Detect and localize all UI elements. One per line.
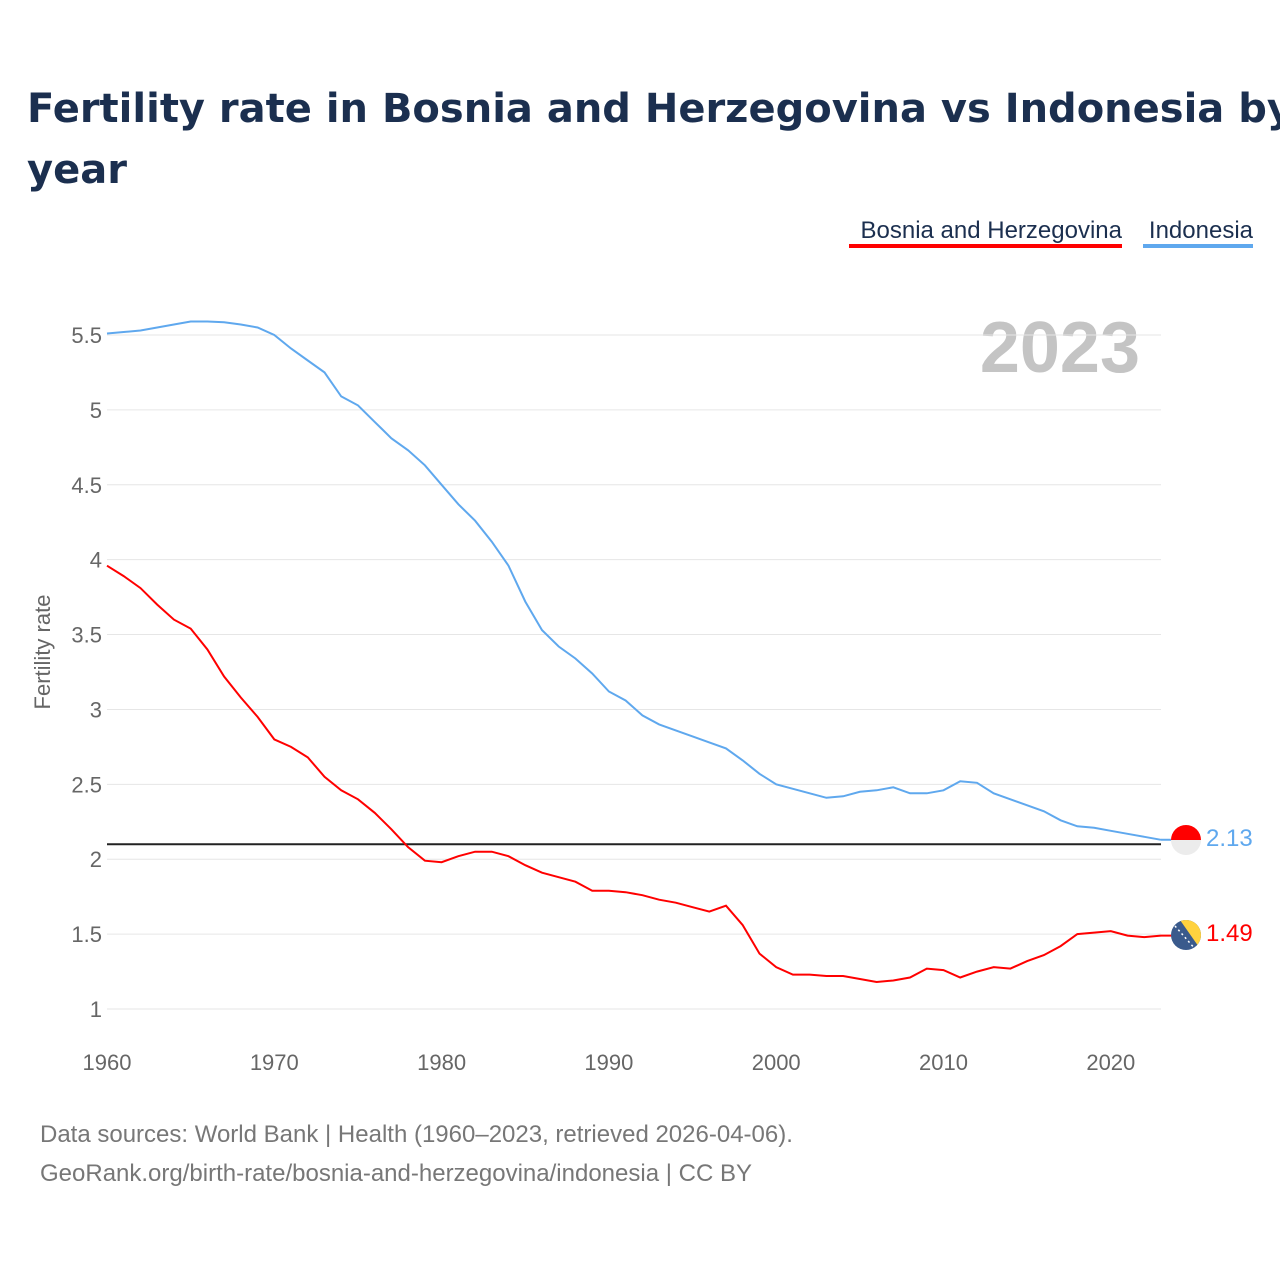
- x-tick-label: 2020: [1086, 1050, 1135, 1075]
- bosnia-end-label: 1.49: [1206, 920, 1253, 947]
- x-tick-label: 2010: [919, 1050, 968, 1075]
- y-tick-label: 1.5: [71, 922, 102, 947]
- legend: Bosnia and Herzegovina Indonesia: [849, 217, 1254, 248]
- y-tick-label: 5.5: [71, 323, 102, 348]
- indonesia-flag-icon: [1171, 825, 1201, 855]
- series-line-bosnia-and-herzegovina: [106, 564, 1162, 984]
- chart-title-line2: year: [27, 147, 127, 193]
- legend-bosnia[interactable]: Bosnia and Herzegovina: [860, 217, 1122, 244]
- legend-bosnia-swatch: [849, 244, 1122, 248]
- legend-indonesia[interactable]: Indonesia: [1149, 217, 1254, 244]
- indonesia-end-label: 2.13: [1206, 825, 1253, 852]
- x-tick-label: 1980: [417, 1050, 466, 1075]
- y-tick-label: 4.5: [71, 473, 102, 498]
- chart-title-line1: Fertility rate in Bosnia and Herzegovina…: [27, 86, 1280, 132]
- y-tick-label: 5: [90, 398, 102, 423]
- y-tick-label: 2: [90, 847, 102, 872]
- y-tick-label: 1: [90, 997, 102, 1022]
- x-tick-label: 1970: [250, 1050, 299, 1075]
- y-tick-label: 3.5: [71, 623, 102, 648]
- y-axis-label: Fertility rate: [30, 595, 55, 710]
- y-tick-label: 3: [90, 697, 102, 722]
- footer-source: Data sources: World Bank | Health (1960–…: [40, 1121, 793, 1148]
- year-watermark: 2023: [980, 308, 1140, 388]
- legend-indonesia-swatch: [1143, 244, 1253, 248]
- series-line-indonesia: [106, 320, 1162, 841]
- footer-url[interactable]: GeoRank.org/birth-rate/bosnia-and-herzeg…: [40, 1160, 752, 1187]
- y-tick-label: 4: [90, 548, 102, 573]
- x-tick-label: 2000: [752, 1050, 801, 1075]
- x-tick-label: 1990: [584, 1050, 633, 1075]
- y-tick-label: 2.5: [71, 772, 102, 797]
- bosnia-flag-icon: [1171, 920, 1201, 950]
- x-tick-label: 1960: [83, 1050, 132, 1075]
